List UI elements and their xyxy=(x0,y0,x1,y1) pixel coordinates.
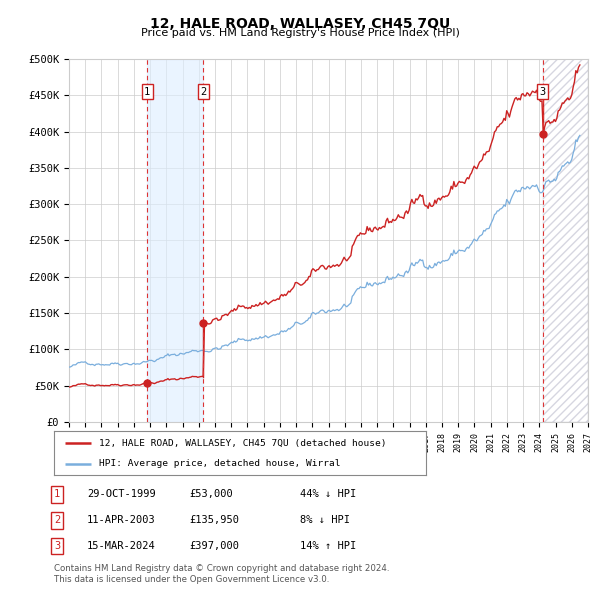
Text: 3: 3 xyxy=(54,542,60,551)
Text: 11-APR-2003: 11-APR-2003 xyxy=(87,516,156,525)
Text: 29-OCT-1999: 29-OCT-1999 xyxy=(87,490,156,499)
Text: HPI: Average price, detached house, Wirral: HPI: Average price, detached house, Wirr… xyxy=(98,460,340,468)
Text: £53,000: £53,000 xyxy=(189,490,233,499)
Text: 44% ↓ HPI: 44% ↓ HPI xyxy=(300,490,356,499)
Text: £135,950: £135,950 xyxy=(189,516,239,525)
Text: 1: 1 xyxy=(54,490,60,499)
Text: 12, HALE ROAD, WALLASEY, CH45 7QU: 12, HALE ROAD, WALLASEY, CH45 7QU xyxy=(150,17,450,31)
Text: 14% ↑ HPI: 14% ↑ HPI xyxy=(300,542,356,551)
Text: 2: 2 xyxy=(54,516,60,525)
Text: 12, HALE ROAD, WALLASEY, CH45 7QU (detached house): 12, HALE ROAD, WALLASEY, CH45 7QU (detac… xyxy=(98,438,386,448)
Text: 3: 3 xyxy=(539,87,546,97)
Text: 1: 1 xyxy=(144,87,151,97)
Text: This data is licensed under the Open Government Licence v3.0.: This data is licensed under the Open Gov… xyxy=(54,575,329,584)
Text: 15-MAR-2024: 15-MAR-2024 xyxy=(87,542,156,551)
Bar xyxy=(148,59,203,422)
Text: 2: 2 xyxy=(200,87,206,97)
Text: 8% ↓ HPI: 8% ↓ HPI xyxy=(300,516,350,525)
Text: Price paid vs. HM Land Registry's House Price Index (HPI): Price paid vs. HM Land Registry's House … xyxy=(140,28,460,38)
Text: Contains HM Land Registry data © Crown copyright and database right 2024.: Contains HM Land Registry data © Crown c… xyxy=(54,565,389,573)
Text: £397,000: £397,000 xyxy=(189,542,239,551)
